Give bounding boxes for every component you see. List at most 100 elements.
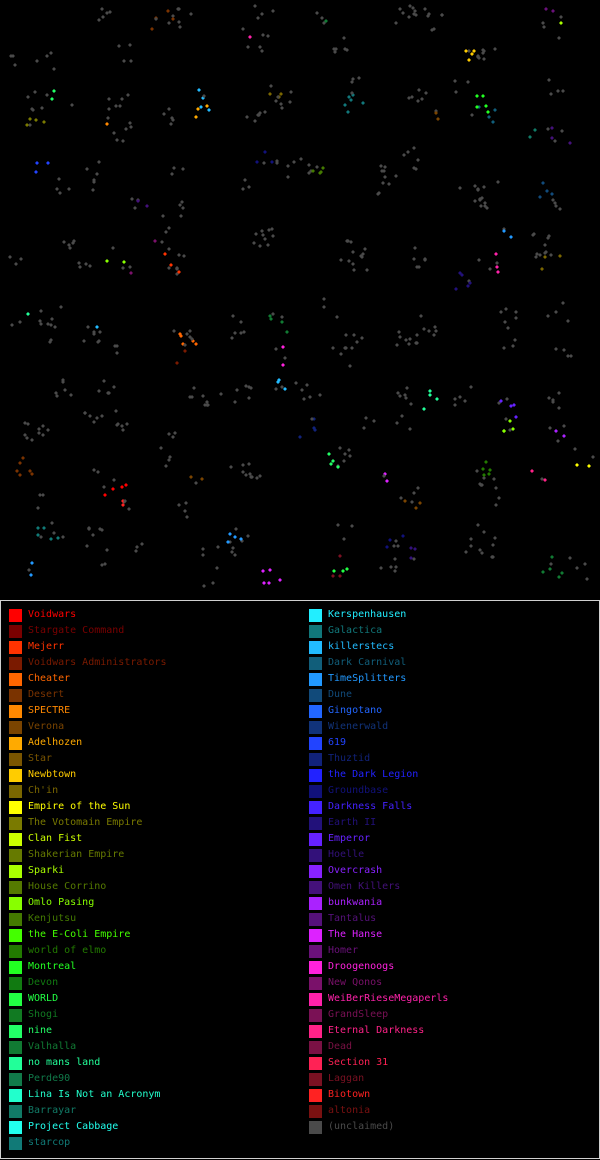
star-system <box>52 531 56 535</box>
legend-item-label: world of elmo <box>28 945 107 956</box>
star-system <box>177 7 181 11</box>
star-system <box>166 9 170 13</box>
star-system <box>504 307 508 311</box>
legend-item: no mans land <box>9 1055 166 1071</box>
star-system <box>115 138 119 142</box>
star-system <box>400 414 404 418</box>
star-system <box>124 127 128 131</box>
star-system <box>86 325 90 329</box>
star-system <box>271 312 275 316</box>
star-system <box>167 247 171 251</box>
star-system <box>393 569 397 573</box>
star-system <box>92 178 96 182</box>
star-system <box>545 189 549 193</box>
star-system <box>50 521 54 525</box>
star-system <box>26 312 30 316</box>
star-system <box>15 469 19 473</box>
star-system <box>121 266 125 270</box>
star-system <box>185 332 189 336</box>
star-system <box>427 12 431 16</box>
legend-item-label: Stargate Command <box>28 625 125 636</box>
star-system <box>13 63 17 67</box>
star-system <box>458 395 462 399</box>
star-system <box>401 11 405 15</box>
color-swatch <box>309 912 322 926</box>
star-system <box>270 227 274 231</box>
legend-item: Lina Is Not an Acronym <box>9 1087 166 1103</box>
star-system <box>26 422 30 426</box>
star-system <box>201 553 205 557</box>
star-system <box>115 423 119 427</box>
color-swatch <box>309 800 322 814</box>
star-system <box>557 36 561 40</box>
legend-item-label: New Qonos <box>328 977 383 988</box>
color-swatch <box>9 896 22 910</box>
legend-item-label: (unclaimed) <box>328 1121 395 1132</box>
star-system <box>496 270 500 274</box>
star-system <box>281 345 285 349</box>
star-system <box>380 169 384 173</box>
color-swatch <box>9 816 22 830</box>
star-system <box>468 281 472 285</box>
star-system <box>424 91 428 95</box>
star-system <box>341 569 345 573</box>
star-system <box>321 166 325 170</box>
star-system <box>30 472 34 476</box>
star-system <box>467 58 471 62</box>
star-system <box>241 27 245 31</box>
legend-item: The Hanse <box>309 927 448 943</box>
star-system <box>276 95 280 99</box>
legend-item-label: Ch'in <box>28 785 59 796</box>
star-system <box>177 270 181 274</box>
star-system <box>344 333 348 337</box>
star-system <box>482 49 486 53</box>
star-system <box>59 305 63 309</box>
star-system <box>292 160 296 164</box>
legend-item: Sparki <box>9 863 166 879</box>
star-system <box>168 455 172 459</box>
star-system <box>561 301 565 305</box>
star-system <box>404 396 408 400</box>
star-system <box>189 475 193 479</box>
star-system <box>554 310 558 314</box>
star-system <box>258 45 262 49</box>
star-system <box>19 257 23 261</box>
star-system <box>347 259 351 263</box>
star-system <box>558 207 562 211</box>
star-system <box>397 330 401 334</box>
star-system <box>480 483 484 487</box>
star-system <box>286 175 290 179</box>
color-swatch <box>309 768 322 782</box>
star-system <box>97 160 101 164</box>
legend-item-label: The Hanse <box>328 929 383 940</box>
star-system <box>392 544 396 548</box>
legend-item-label: GrandSleep <box>328 1009 389 1020</box>
star-system <box>398 394 402 398</box>
legend-item: Dark Carnival <box>309 655 448 671</box>
star-system <box>46 428 50 432</box>
star-system <box>473 184 477 188</box>
star-system <box>38 493 42 497</box>
star-system <box>133 206 137 210</box>
star-system <box>508 428 512 432</box>
star-system <box>548 426 552 430</box>
star-system <box>542 25 546 29</box>
star-system <box>281 363 285 367</box>
star-system <box>120 97 124 101</box>
star-system <box>98 330 102 334</box>
star-system <box>502 346 506 350</box>
star-system <box>111 246 115 250</box>
star-system <box>256 113 260 117</box>
star-system <box>181 206 185 210</box>
legend-item: Biotown <box>309 1087 448 1103</box>
star-system <box>31 108 35 112</box>
star-system <box>50 97 54 101</box>
star-system <box>549 92 553 96</box>
color-swatch <box>309 944 322 958</box>
legend-item: Laggan <box>309 1071 448 1087</box>
color-swatch <box>309 864 322 878</box>
star-system <box>97 18 101 22</box>
star-system <box>494 503 498 507</box>
star-system <box>128 43 132 47</box>
star-system <box>533 128 537 132</box>
